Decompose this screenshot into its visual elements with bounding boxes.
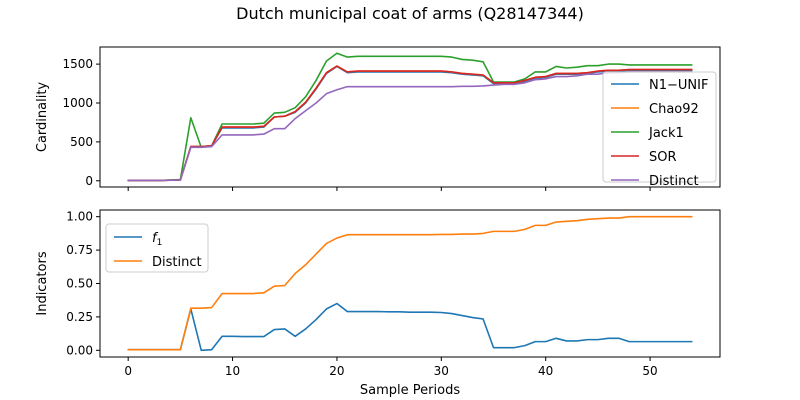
y-tick-label: 0.00 [66, 343, 93, 357]
x-tick-label: 50 [642, 364, 657, 378]
legend-entry: Jack1 [648, 126, 684, 141]
cardinality-axes-frame [99, 46, 721, 188]
series-line-jack1 [127, 52, 693, 182]
x-tick-label: 40 [538, 364, 553, 378]
series-line-distinct [127, 215, 693, 351]
y-tick-label: 1500 [62, 57, 93, 71]
y-tick-label: 1000 [62, 96, 93, 110]
y-tick-label: 0.75 [66, 243, 93, 257]
legend-box [105, 223, 209, 273]
series-line-sor [127, 65, 693, 182]
y-tick-label: 0.50 [66, 277, 93, 291]
indicators-y-axis-label: Indicators [35, 251, 50, 315]
series-line-f1 [127, 302, 693, 352]
cardinality-panel: 0 500 1000 1500 Cardinality N1−UNIF Chao92 Jack… [35, 46, 721, 191]
series-line-distinct [127, 71, 693, 182]
legend-entry: Chao92 [649, 102, 699, 117]
legend-entry: Distinct [152, 255, 202, 270]
legend-entry: f1 [152, 231, 162, 248]
legend-entry: Distinct [649, 174, 699, 189]
y-tick-label: 500 [70, 135, 93, 149]
legend-entry: N1−UNIF [649, 78, 708, 93]
x-tick-label: 30 [434, 364, 449, 378]
indicators-x-axis-label: Sample Periods [360, 383, 460, 398]
figure-title: Dutch municipal coat of arms (Q28147344) [236, 4, 584, 23]
cardinality-legend: N1−UNIF Chao92 Jack1 SOR Distinct [602, 71, 717, 189]
indicators-legend: f1 Distinct [105, 223, 209, 273]
x-tick-label: 0 [124, 364, 132, 378]
y-tick-label: 1.00 [66, 210, 93, 224]
legend-box [602, 71, 717, 183]
y-tick-label: 0.25 [66, 310, 93, 324]
x-tick-label: 20 [329, 364, 344, 378]
indicators-panel: 0 10 20 30 40 50 0.00 0.25 0.50 0.75 1.00 Indicator… [35, 209, 721, 398]
y-tick-label: 0 [85, 174, 93, 188]
cardinality-y-axis-label: Cardinality [35, 82, 50, 153]
legend-entry: SOR [649, 150, 677, 165]
x-tick-label: 10 [225, 364, 240, 378]
